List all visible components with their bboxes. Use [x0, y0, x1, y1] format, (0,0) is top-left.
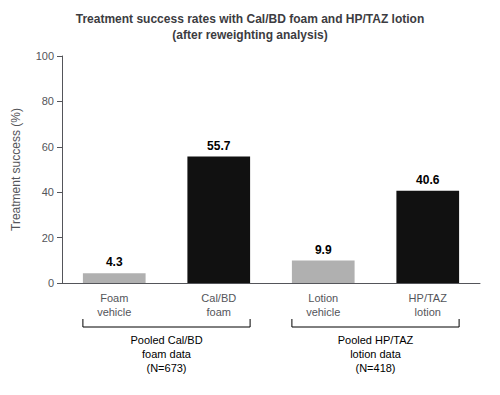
svg-text:Cal/BD: Cal/BD	[201, 292, 236, 304]
svg-text:4.3: 4.3	[106, 255, 123, 269]
svg-text:55.7: 55.7	[207, 139, 231, 153]
svg-text:20: 20	[42, 232, 54, 244]
svg-text:(N=673): (N=673)	[146, 362, 186, 374]
svg-text:Pooled Cal/BD: Pooled Cal/BD	[130, 334, 202, 346]
svg-text:vehicle: vehicle	[306, 306, 340, 318]
svg-text:foam: foam	[207, 306, 231, 318]
svg-text:80: 80	[42, 95, 54, 107]
svg-text:(N=418): (N=418)	[355, 362, 395, 374]
svg-text:Treatment success (%): Treatment success (%)	[9, 108, 23, 231]
svg-text:0: 0	[48, 277, 54, 289]
svg-text:Treatment success rates with C: Treatment success rates with Cal/BD foam…	[76, 12, 425, 26]
svg-text:(after reweighting analysis): (after reweighting analysis)	[172, 28, 327, 42]
svg-text:100: 100	[36, 50, 54, 62]
svg-text:foam data: foam data	[142, 348, 192, 360]
svg-text:Pooled HP/TAZ: Pooled HP/TAZ	[338, 334, 414, 346]
svg-text:Foam: Foam	[100, 292, 128, 304]
svg-text:lotion data: lotion data	[350, 348, 402, 360]
svg-text:vehicle: vehicle	[97, 306, 131, 318]
svg-text:60: 60	[42, 141, 54, 153]
svg-text:40.6: 40.6	[416, 173, 440, 187]
svg-text:Lotion: Lotion	[308, 292, 338, 304]
svg-text:lotion: lotion	[415, 306, 441, 318]
svg-text:40: 40	[42, 186, 54, 198]
svg-text:HP/TAZ: HP/TAZ	[409, 292, 448, 304]
svg-text:9.9: 9.9	[315, 243, 332, 257]
